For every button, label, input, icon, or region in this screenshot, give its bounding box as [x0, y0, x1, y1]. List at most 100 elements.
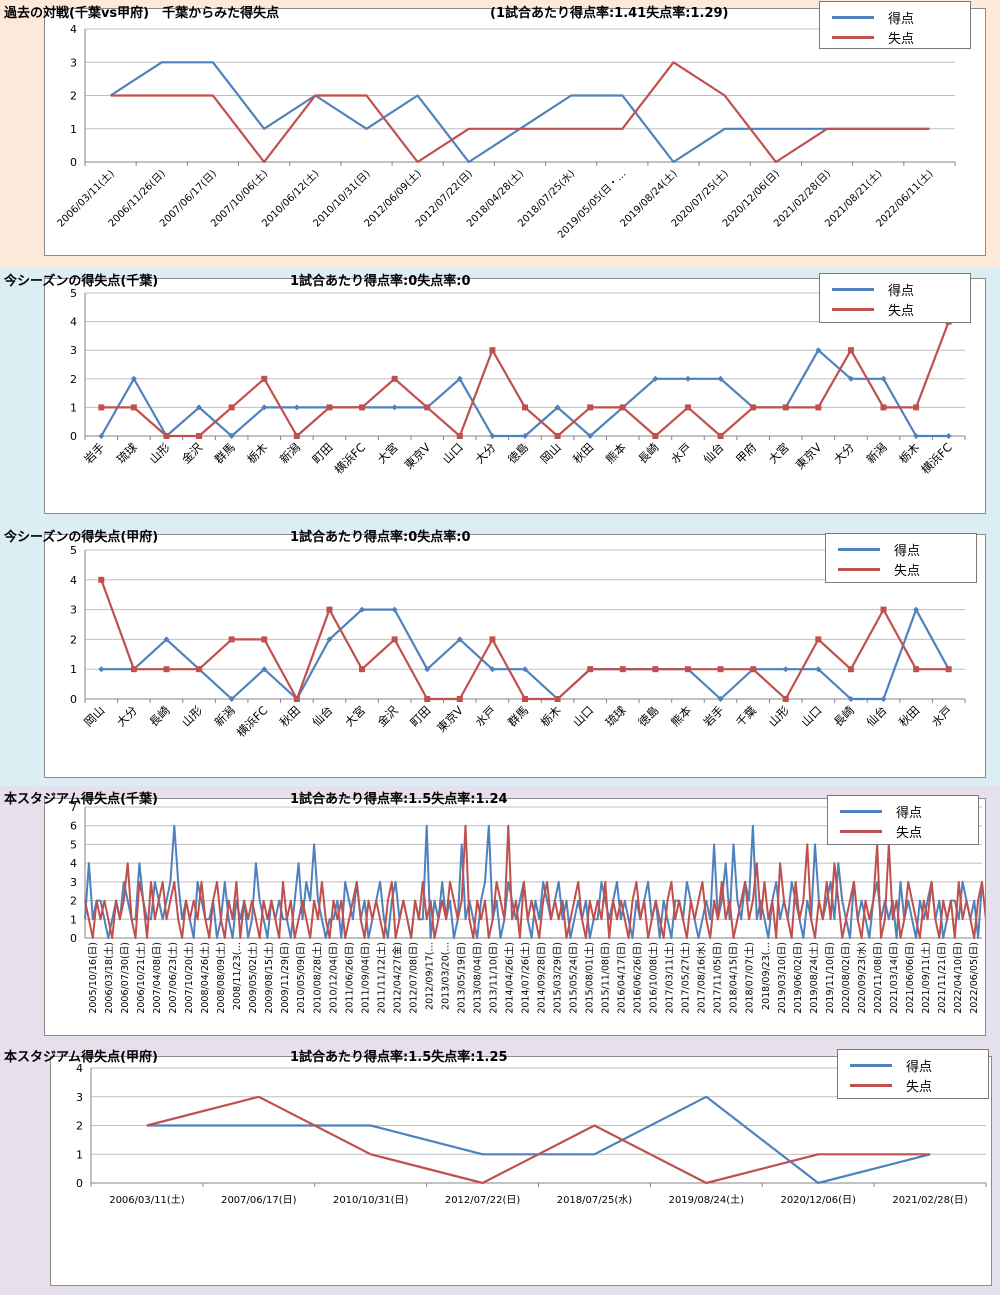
data-point-conceded [359, 404, 366, 411]
x-tick-label: 山口 [570, 703, 596, 729]
x-tick-label: 2012/07/08(日) [408, 942, 419, 1014]
x-tick-label: 山形 [146, 440, 173, 467]
legend-label-score: 得点 [896, 806, 923, 821]
data-point-score [815, 347, 822, 354]
data-point-conceded [522, 696, 528, 702]
data-point-score [684, 375, 691, 382]
x-tick-label: 2012/09/17(… [424, 942, 435, 1010]
head-to-head-line-chart: 012342006/03/11(土)2006/11/26(日)2007/06/1… [54, 23, 956, 241]
y-tick-label: 4 [70, 857, 77, 870]
x-tick-label: 栃木 [538, 703, 565, 730]
data-point-conceded [717, 666, 724, 673]
x-tick-label: 群馬 [212, 440, 238, 466]
x-tick-label: 2016/10/08(土) [648, 942, 660, 1014]
data-point-score [815, 666, 822, 673]
x-tick-label: 東京V [793, 440, 825, 472]
y-tick-label: 3 [76, 1091, 83, 1104]
y-tick-label: 1 [70, 401, 77, 414]
y-tick-label: 5 [70, 838, 77, 851]
x-tick-label: 新潟 [863, 440, 889, 466]
y-tick-label: 2 [70, 895, 77, 908]
y-tick-label: 4 [76, 1062, 83, 1075]
section-title: 今シーズンの得失点(甲府) [4, 530, 159, 545]
data-point-score [652, 375, 659, 382]
section-rate: 1試合あたり得点率:1.5失点率:1.24 [290, 792, 508, 807]
kofu-stadium-line-chart: 0 1 2 3 4 2006/03/11(土) 2007/06/17(日) 2010/10/3… [76, 1062, 987, 1206]
y-tick-label: 0 [70, 693, 77, 706]
data-point-conceded [196, 433, 203, 439]
legend-label-conceded: 失点 [906, 1080, 933, 1095]
data-point-conceded [652, 433, 659, 439]
x-tick-label: 2015/08/01(土) [584, 942, 596, 1014]
y-tick-label: 6 [70, 820, 77, 833]
x-tick-label: 大宮 [342, 703, 368, 729]
legend: 得点 失点 [819, 273, 971, 323]
data-point-score [847, 696, 854, 702]
data-point-conceded [391, 636, 398, 643]
data-point-conceded [619, 404, 626, 411]
series-line-conceded [84, 824, 985, 939]
x-tick-label: 町田 [407, 703, 433, 729]
y-tick-label: 0 [70, 932, 77, 945]
data-point-score [359, 606, 366, 613]
legend-swatch-score [840, 810, 882, 813]
x-tick-label: 2016/06/26(日) [633, 942, 644, 1014]
data-point-score [456, 375, 463, 382]
section-title: 過去の対戦(千葉vs甲府) 千葉からみた得失点 [4, 6, 280, 21]
data-point-score [913, 433, 920, 439]
chart-panel-chiba-stadium: 0 1 2 3 4 5 6 7 2005/10/16(日) 2006/03/18(土) 2006/0… [44, 795, 986, 1036]
section-rate: 1試合あたり得点率:0失点率:0 [290, 274, 471, 289]
data-point-conceded [326, 606, 333, 613]
data-point-score [782, 666, 789, 673]
x-tick-label: 2007/10/20(土) [183, 942, 195, 1014]
x-tick-label: 秋田 [570, 440, 596, 466]
y-tick-label: 0 [76, 1177, 83, 1190]
data-point-conceded [913, 666, 920, 673]
data-point-conceded [163, 433, 170, 439]
legend-label-conceded: 失点 [894, 564, 921, 579]
data-point-score [261, 404, 268, 411]
y-tick-label: 2 [70, 90, 77, 103]
y-tick-label: 2 [76, 1120, 83, 1133]
section-rate: 1試合あたり得点率:1.5失点率:1.25 [290, 1050, 508, 1065]
legend-label-score: 得点 [894, 544, 921, 559]
data-point-conceded [98, 404, 105, 411]
x-tick-label: 熊本 [603, 440, 630, 467]
data-point-score [913, 606, 920, 613]
data-point-score [717, 375, 724, 382]
x-tick-label: 2008/08/09(土) [215, 942, 227, 1014]
data-point-conceded [326, 404, 333, 411]
x-tick-label: 2011/11/12(土) [375, 942, 387, 1014]
data-point-conceded [261, 375, 268, 382]
x-tick-label: 2006/10/21(土) [135, 942, 147, 1014]
section-rate: (1試合あたり得点率:1.41失点率:1.29) [490, 6, 729, 21]
x-tick-label: 横浜FC [234, 703, 271, 740]
legend: 得点 失点 [827, 795, 979, 845]
data-point-conceded [456, 433, 463, 439]
data-point-conceded [489, 636, 496, 643]
data-point-conceded [98, 576, 105, 583]
x-tick-label: 2019/03/10(日) [777, 942, 788, 1014]
x-tick-label: 2022/04/10(日) [953, 942, 964, 1014]
x-tick-label: 2014/09/28(日) [537, 942, 548, 1014]
x-tick-label: 栃木 [896, 440, 923, 467]
series-line-conceded [146, 1095, 931, 1185]
data-point-score [880, 696, 887, 702]
data-point-conceded [587, 404, 594, 411]
x-tick-label: 2013/08/04(日) [472, 942, 483, 1014]
data-point-conceded [163, 666, 170, 673]
x-tick-label: 岩手 [81, 440, 107, 466]
data-point-conceded [619, 666, 626, 673]
legend: 得点 失点 [819, 1, 971, 49]
data-point-score [522, 433, 528, 439]
x-tick-label: 2013/11/10(日) [488, 942, 499, 1014]
chart-panel-head-to-head: 0 1 2 3 4 2006/03/11(土) 2006/11/26(日) 2007/06/1… [44, 1, 986, 256]
data-point-conceded [847, 347, 854, 354]
y-tick-label: 7 [70, 801, 77, 814]
x-tick-label: 2013/05/19(日) [456, 942, 467, 1014]
x-tick-label: 2011/09/04(日) [360, 942, 371, 1014]
x-tick-label: 2007/06/23(土) [167, 942, 179, 1014]
data-point-conceded [684, 404, 691, 411]
data-point-conceded [130, 666, 137, 673]
x-tick-label: 2020/08/02(日) [841, 942, 852, 1014]
